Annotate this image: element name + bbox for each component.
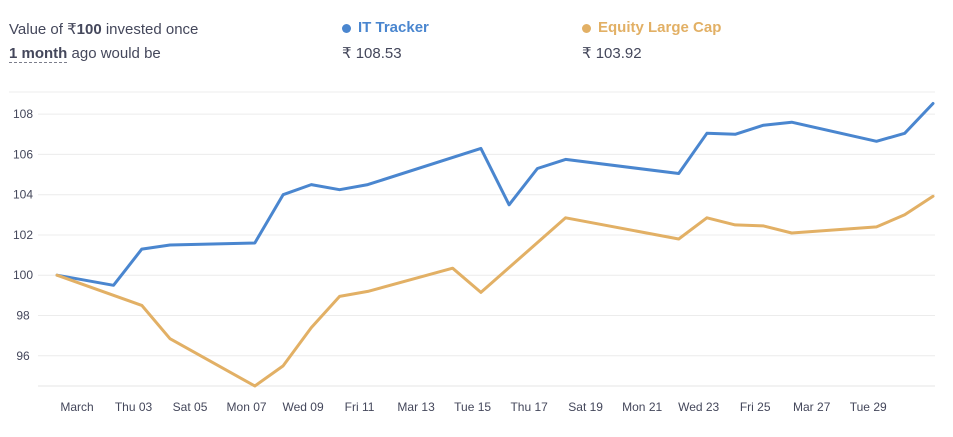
legend-value-it-tracker: ₹ 108.53 [342, 44, 429, 64]
x-tick-label: Fri 25 [740, 400, 771, 414]
x-tick-label: Mar 13 [397, 400, 435, 414]
y-tick-label: 96 [16, 349, 30, 363]
y-tick-label: 106 [13, 147, 33, 161]
legend-value-equity-large-cap: ₹ 103.92 [582, 44, 721, 64]
summary-suffix: invested once [102, 21, 199, 38]
x-tick-label: Mon 07 [227, 400, 267, 414]
legend-dot-icon [582, 24, 591, 33]
value-summary: Value of ₹100 invested once 1 month ago … [9, 18, 309, 66]
y-tick-label: 108 [13, 107, 33, 121]
invested-amount: 100 [77, 21, 102, 38]
legend-dot-icon [342, 24, 351, 33]
legend-label: Equity Large Cap [598, 18, 721, 38]
x-tick-label: Wed 23 [678, 400, 719, 414]
x-tick-label: March [60, 400, 93, 414]
legend-name-it-tracker: IT Tracker [342, 18, 429, 38]
series-lines [57, 104, 933, 387]
x-tick-label: Thu 03 [115, 400, 153, 414]
y-tick-label: 104 [13, 188, 33, 202]
x-tick-label: Sat 19 [568, 400, 603, 414]
legend-it-tracker: IT Tracker ₹ 108.53 [342, 18, 429, 64]
x-tick-label: Tue 29 [850, 400, 887, 414]
x-tick-label: Wed 09 [282, 400, 323, 414]
grid-lines [38, 114, 935, 356]
summary-line-1: Value of ₹100 invested once [9, 18, 309, 42]
y-axis: 96 98 100 102 104 106 108 [13, 107, 33, 363]
summary-prefix: Value of ₹ [9, 21, 77, 38]
legend-equity-large-cap: Equity Large Cap ₹ 103.92 [582, 18, 721, 64]
x-tick-label: Thu 17 [510, 400, 548, 414]
x-tick-label: Mon 21 [622, 400, 662, 414]
summary-tail: ago would be [67, 45, 160, 62]
period-selector[interactable]: 1 month [9, 45, 67, 63]
legend-name-equity-large-cap: Equity Large Cap [582, 18, 721, 38]
summary-line-2: 1 month ago would be [9, 42, 309, 66]
x-tick-label: Tue 15 [454, 400, 491, 414]
x-axis: March Thu 03 Sat 05 Mon 07 Wed 09 Fri 11 Mar 1… [38, 386, 935, 414]
x-tick-label: Sat 05 [173, 400, 208, 414]
x-tick-label: Mar 27 [793, 400, 831, 414]
series-line-equity-large-cap [57, 196, 933, 386]
y-tick-label: 98 [16, 309, 30, 323]
x-tick-label: Fri 11 [345, 400, 375, 414]
legend-label: IT Tracker [358, 18, 429, 38]
y-tick-label: 102 [13, 228, 33, 242]
y-tick-label: 100 [13, 268, 33, 282]
